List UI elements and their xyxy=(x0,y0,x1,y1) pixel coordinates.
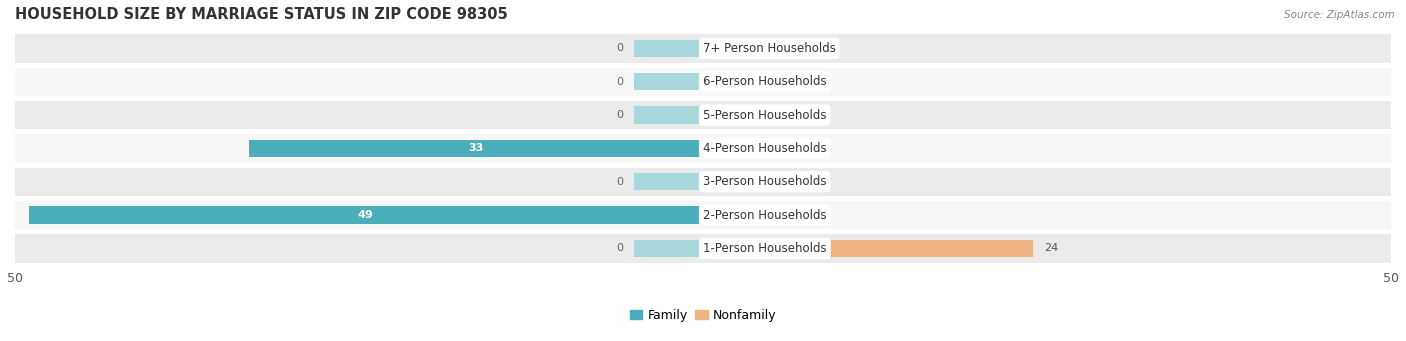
Bar xyxy=(703,240,1033,257)
Bar xyxy=(634,73,703,90)
Bar xyxy=(634,40,703,57)
Text: 0: 0 xyxy=(783,110,790,120)
Bar xyxy=(28,206,703,224)
Bar xyxy=(15,167,1391,196)
Text: 0: 0 xyxy=(783,144,790,153)
Text: 0: 0 xyxy=(783,43,790,54)
Bar xyxy=(703,140,772,157)
Text: 0: 0 xyxy=(783,77,790,87)
Bar xyxy=(15,201,1391,229)
Text: 0: 0 xyxy=(616,110,623,120)
Text: 7+ Person Households: 7+ Person Households xyxy=(703,42,837,55)
Text: 0: 0 xyxy=(616,177,623,187)
Legend: Family, Nonfamily: Family, Nonfamily xyxy=(624,304,782,327)
Bar xyxy=(703,206,772,224)
Text: 4-Person Households: 4-Person Households xyxy=(703,142,827,155)
Text: 6-Person Households: 6-Person Households xyxy=(703,75,827,88)
Bar xyxy=(703,40,772,57)
Bar xyxy=(634,173,703,190)
Text: 0: 0 xyxy=(783,210,790,220)
Bar xyxy=(703,173,772,190)
Bar xyxy=(703,106,772,124)
Text: 5-Person Households: 5-Person Households xyxy=(703,108,827,122)
Text: 49: 49 xyxy=(359,210,374,220)
Bar xyxy=(634,240,703,257)
Text: 0: 0 xyxy=(616,243,623,253)
Bar xyxy=(634,106,703,124)
Bar xyxy=(249,140,703,157)
Bar xyxy=(15,134,1391,163)
Text: 2-Person Households: 2-Person Households xyxy=(703,209,827,222)
Text: 0: 0 xyxy=(616,77,623,87)
Text: 0: 0 xyxy=(783,177,790,187)
Bar xyxy=(15,101,1391,129)
Text: 33: 33 xyxy=(468,144,484,153)
Text: Source: ZipAtlas.com: Source: ZipAtlas.com xyxy=(1284,10,1395,20)
Bar xyxy=(15,68,1391,96)
Text: 24: 24 xyxy=(1045,243,1059,253)
Text: 1-Person Households: 1-Person Households xyxy=(703,242,827,255)
Text: 0: 0 xyxy=(616,43,623,54)
Text: 3-Person Households: 3-Person Households xyxy=(703,175,827,188)
Bar xyxy=(15,234,1391,263)
Bar xyxy=(15,34,1391,62)
Text: HOUSEHOLD SIZE BY MARRIAGE STATUS IN ZIP CODE 98305: HOUSEHOLD SIZE BY MARRIAGE STATUS IN ZIP… xyxy=(15,7,508,22)
Bar xyxy=(703,73,772,90)
